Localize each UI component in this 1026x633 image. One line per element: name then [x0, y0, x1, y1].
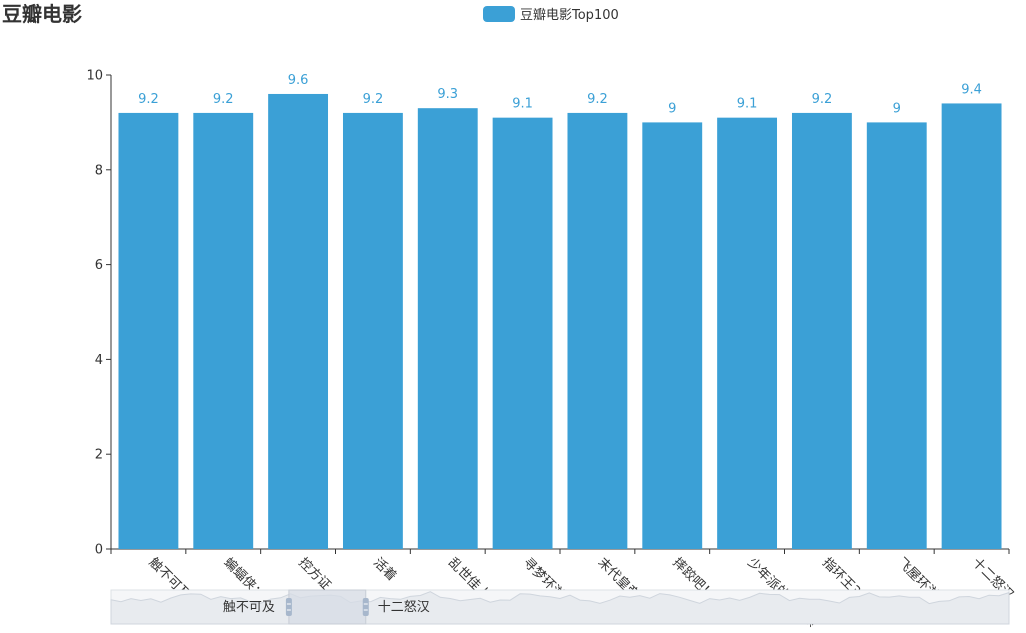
- bar-value-label: 9.1: [737, 97, 758, 112]
- chart-title: 豆瓣电影: [2, 2, 82, 26]
- legend[interactable]: 豆瓣电影Top100: [483, 6, 619, 23]
- bar-value-label: 9.3: [437, 87, 458, 102]
- legend-label: 豆瓣电影Top100: [520, 8, 619, 23]
- bar[interactable]: [717, 117, 778, 549]
- bar-value-label: 9: [668, 101, 676, 116]
- datazoom-end-handle[interactable]: [362, 598, 369, 616]
- y-tick-label: 0: [95, 543, 103, 558]
- y-tick-label: 8: [95, 163, 103, 178]
- bar-value-label: 9.2: [363, 92, 384, 107]
- bar[interactable]: [642, 122, 703, 550]
- x-tick-label: 控方证: [295, 555, 334, 594]
- bar[interactable]: [118, 112, 179, 550]
- value-labels: 9.2 9.2 9.6 9.2 9.3 9.1 9.2 9 9.1 9.2 9 9.4: [138, 73, 982, 116]
- bar-value-label: 9.1: [512, 97, 533, 112]
- y-tick-label: 4: [95, 353, 103, 368]
- bar-value-label: 9.6: [288, 73, 309, 88]
- bar[interactable]: [567, 112, 628, 550]
- bar[interactable]: [268, 93, 329, 550]
- x-tick-label: 活着: [370, 555, 400, 585]
- y-tick-label: 10: [86, 69, 103, 84]
- bar-value-label: 9: [893, 101, 901, 116]
- bar[interactable]: [492, 117, 553, 549]
- bar-value-label: 9.2: [587, 92, 608, 107]
- datazoom-slider[interactable]: 触不可及 十二怒汉: [110, 589, 1010, 625]
- legend-swatch: [483, 6, 515, 22]
- datazoom-start-label: 触不可及: [223, 600, 275, 615]
- bar-value-label: 9.2: [138, 92, 159, 107]
- bar[interactable]: [342, 112, 403, 550]
- datazoom-start-handle[interactable]: [285, 598, 292, 616]
- bar[interactable]: [866, 122, 927, 550]
- bar-series: [118, 93, 1002, 550]
- bar[interactable]: [193, 112, 254, 550]
- bar-value-label: 9.4: [961, 82, 982, 97]
- y-tick-label: 6: [95, 258, 103, 273]
- bar[interactable]: [791, 112, 852, 550]
- bar[interactable]: [417, 108, 478, 550]
- bar[interactable]: [941, 103, 1002, 549]
- y-tick-label: 2: [95, 448, 103, 463]
- bar-value-label: 9.2: [812, 92, 833, 107]
- y-axis: 0 2 4 6 8 10: [86, 69, 112, 558]
- datazoom-end-label: 十二怒汉: [378, 600, 430, 615]
- datazoom-selected-range[interactable]: [288, 589, 367, 625]
- bar-value-label: 9.2: [213, 92, 234, 107]
